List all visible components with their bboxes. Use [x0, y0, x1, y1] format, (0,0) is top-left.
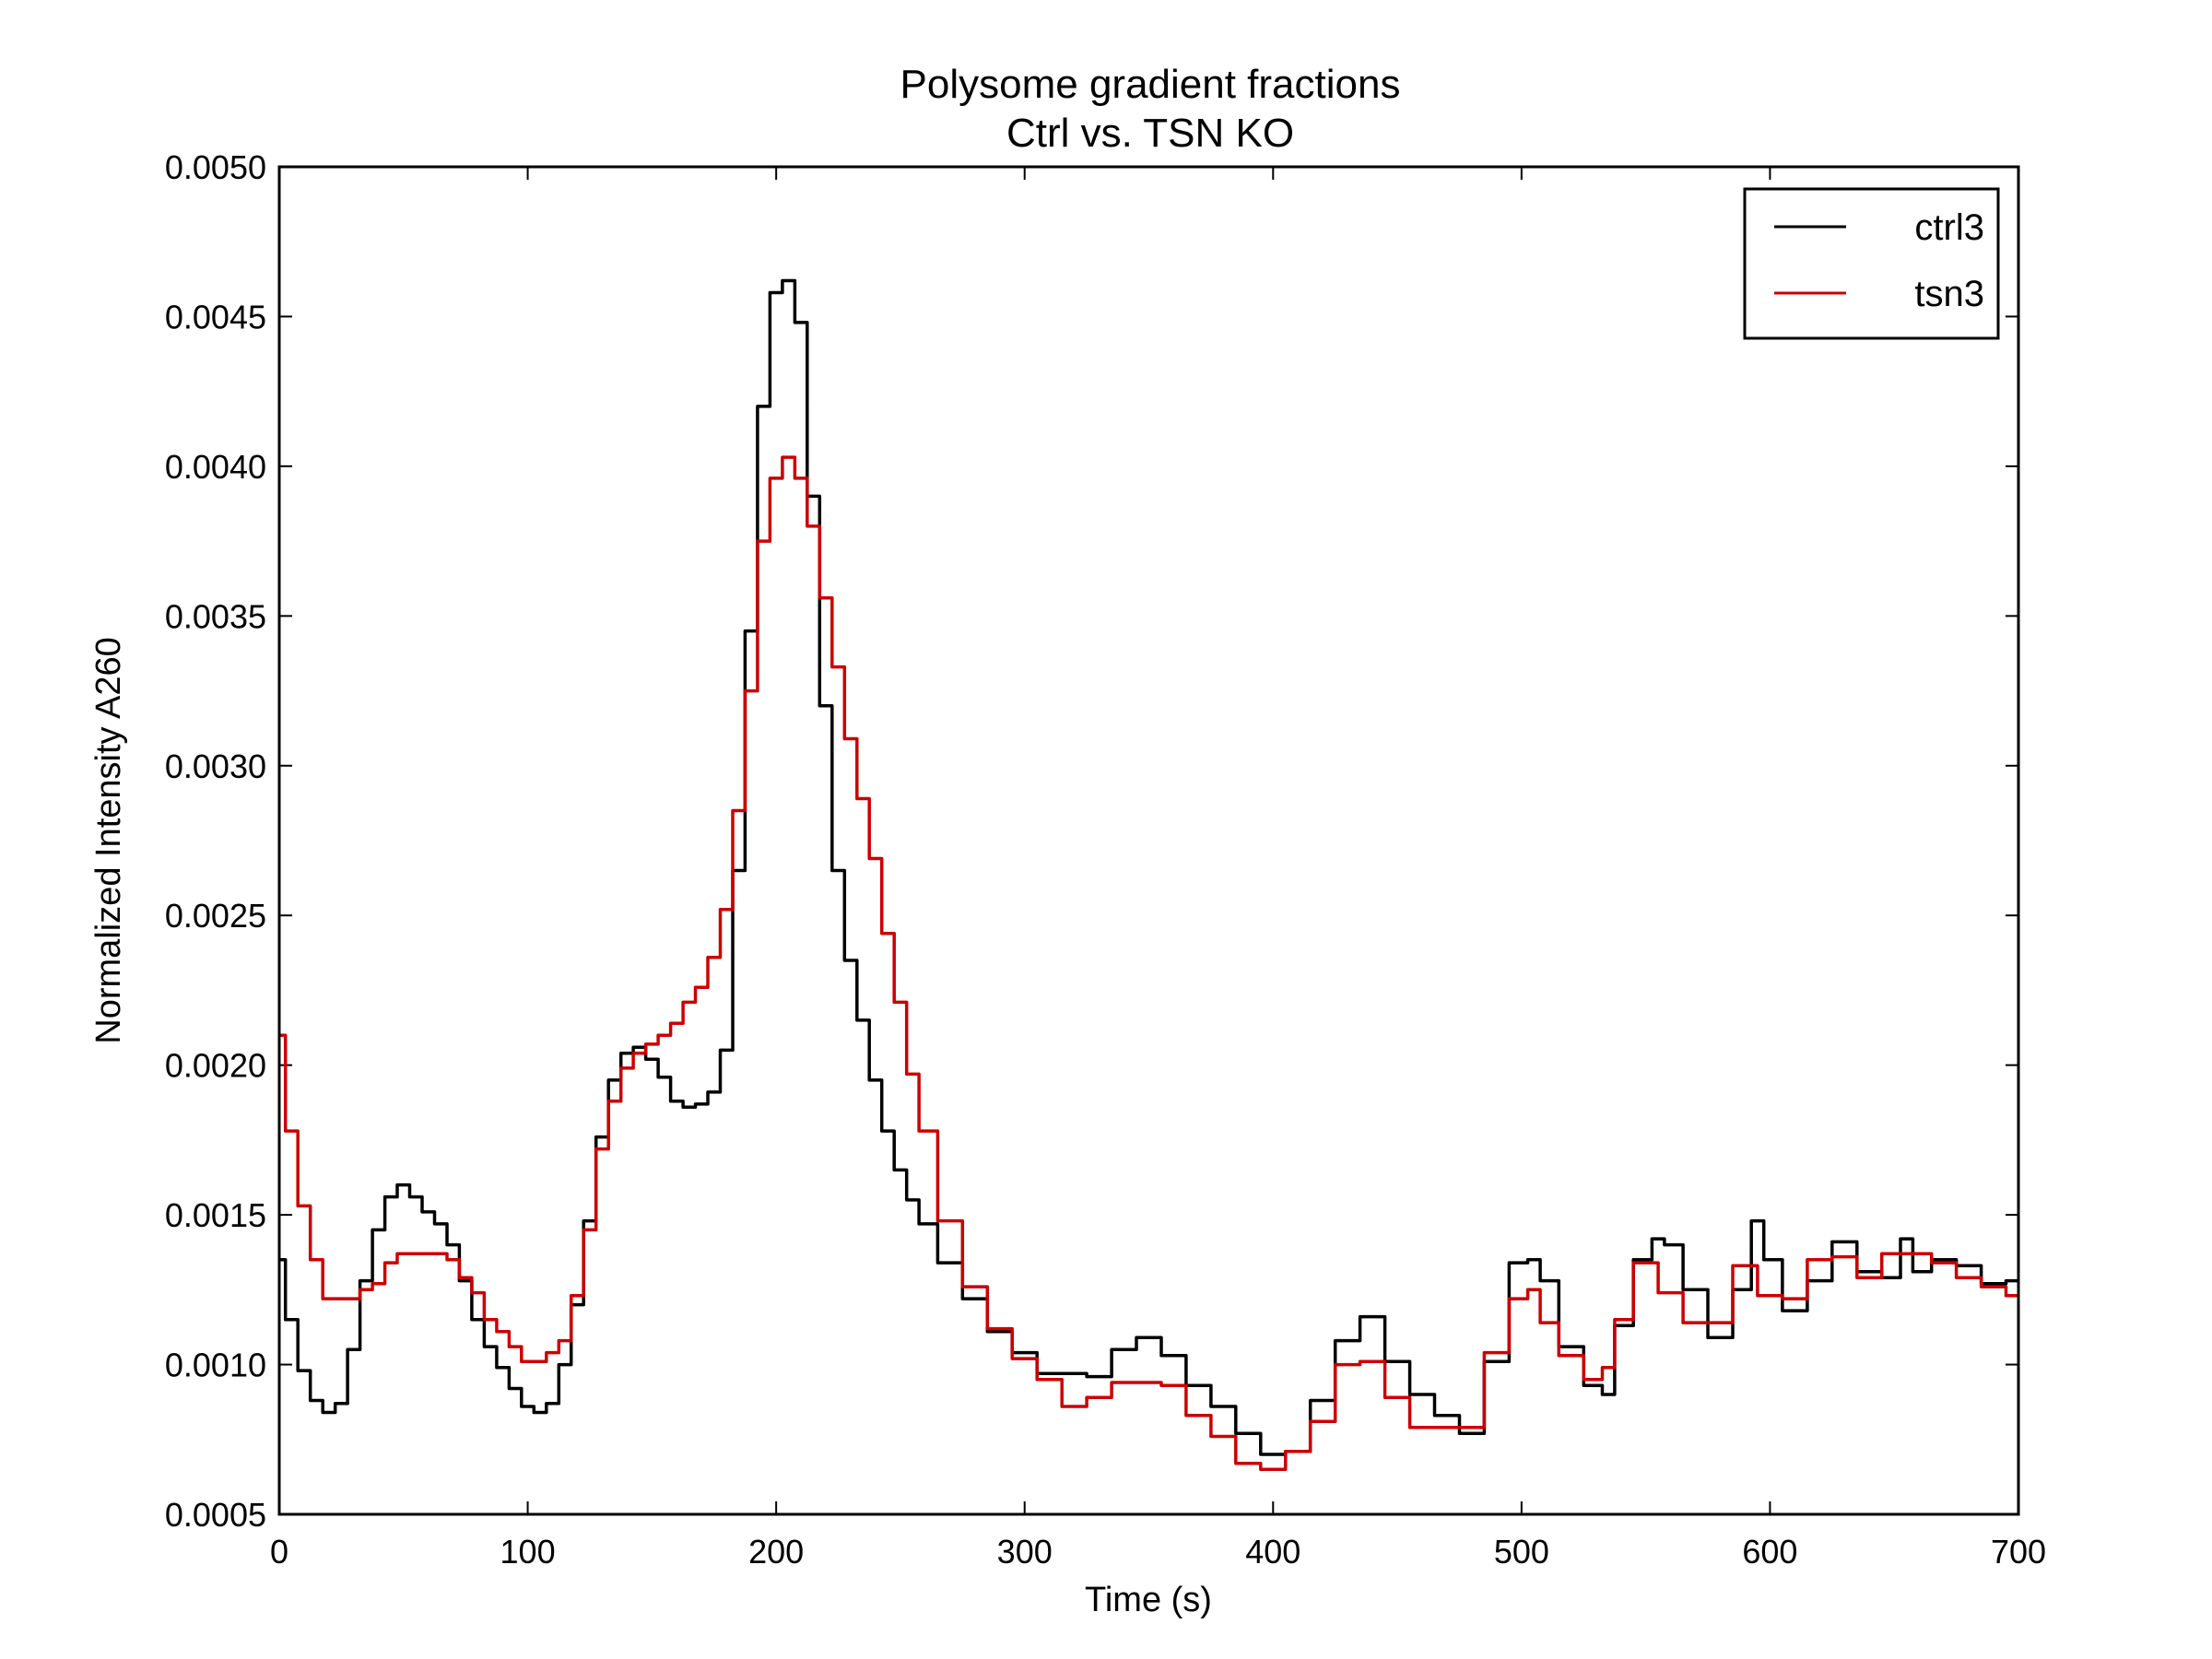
x-tick-label: 500 [1494, 1533, 1549, 1571]
plot-frame [277, 165, 2020, 1516]
x-tick-label: 700 [1991, 1533, 2046, 1571]
y-tick-label: 0.0045 [165, 298, 266, 335]
chart-subtitle: Ctrl vs. TSN KO [1006, 111, 1294, 156]
x-axis-label: Time (s) [1085, 1581, 1212, 1619]
x-tick-label: 100 [500, 1533, 556, 1571]
x-axis-ticks: 0 100 200 300 400 500 600 700 [270, 167, 2046, 1571]
y-tick-label: 0.0010 [165, 1347, 266, 1384]
legend-label-tsn3: tsn3 [1914, 274, 1984, 314]
series-layer [279, 278, 2018, 1472]
chart-title: Polysome gradient fractions [900, 62, 1401, 107]
y-tick-label: 0.0030 [165, 747, 266, 785]
x-tick-label: 300 [997, 1533, 1053, 1571]
y-tick-label: 0.0025 [165, 897, 266, 935]
x-tick-label: 0 [270, 1533, 288, 1571]
x-tick-label: 600 [1742, 1533, 1797, 1571]
series-line-ctrl3 [279, 278, 2018, 1456]
x-tick-label: 200 [748, 1533, 804, 1571]
y-axis-ticks: 0.0005 0.0010 0.0015 0.0020 0.0025 0.0030 0.00… [165, 148, 2018, 1534]
x-tick-label: 400 [1245, 1533, 1300, 1571]
legend: ctrl3 tsn3 [1743, 187, 2000, 340]
y-tick-label: 0.0005 [165, 1496, 266, 1534]
y-tick-label: 0.0050 [165, 148, 266, 186]
y-tick-label: 0.0015 [165, 1196, 266, 1234]
y-axis-label: Normalized Intensity A260 [89, 637, 128, 1043]
y-tick-label: 0.0020 [165, 1047, 266, 1085]
series-line-tsn3 [279, 455, 2018, 1472]
legend-box [1743, 187, 2000, 340]
legend-label-ctrl3: ctrl3 [1914, 207, 1984, 248]
y-tick-label: 0.0035 [165, 597, 266, 635]
y-tick-label: 0.0040 [165, 448, 266, 486]
